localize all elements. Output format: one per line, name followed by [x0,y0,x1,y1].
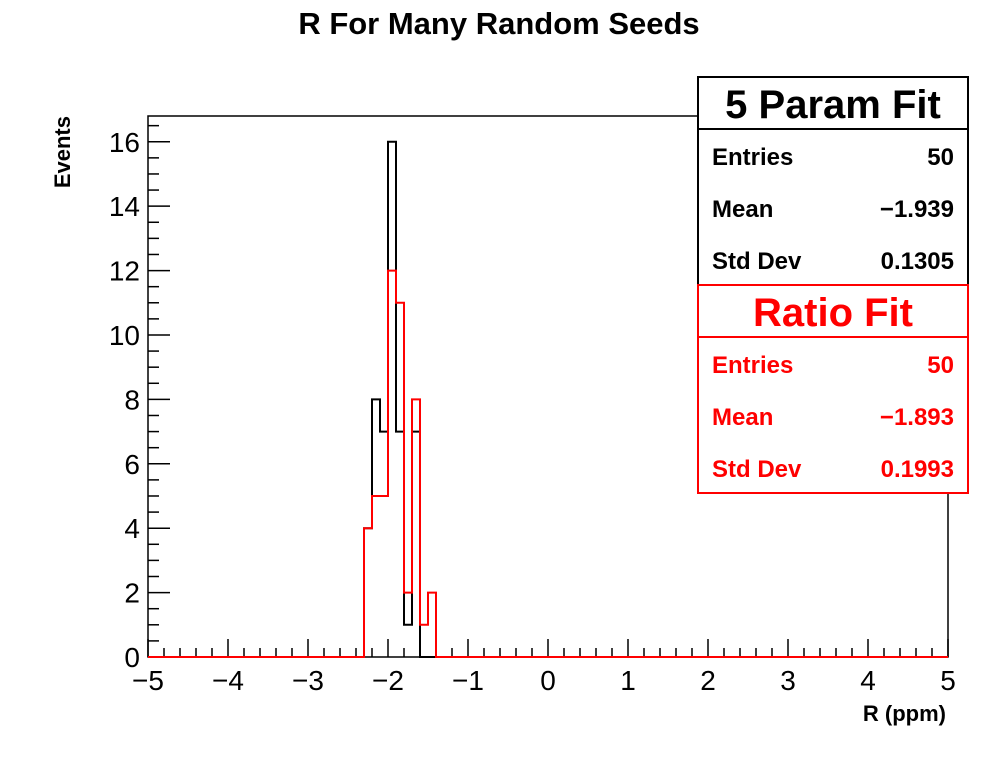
y-axis: 0 2 4 6 8 10 12 14 16 [109,124,170,673]
y-tick-label: 10 [109,320,140,351]
stats-box-five-param-fit: 5 Param Fit Entries 50 Mean −1.939 Std Dev 0.1… [697,76,969,286]
stats-value: −1.893 [880,404,954,431]
histogram-bin [404,593,412,657]
x-tick-label: 1 [620,665,636,696]
x-tick-label: −5 [132,665,164,696]
stats-title: Ratio Fit [753,291,913,335]
stats-value: 50 [927,352,954,379]
x-tick-label: −2 [372,665,404,696]
stats-label: Mean [712,404,773,431]
x-tick-label: 2 [700,665,716,696]
stats-label: Std Dev [712,456,802,483]
y-tick-label: 14 [109,191,140,222]
histogram-bin [428,593,436,657]
histogram-series [148,140,948,658]
stats-label: Entries [712,144,793,171]
stats-value: 50 [927,144,954,171]
x-axis: −5 −4 −3 −2 −1 0 1 2 3 4 5 [132,639,956,696]
x-tick-label: 4 [860,665,876,696]
stats-value: 0.1305 [881,248,954,275]
histogram-bin [412,399,420,657]
stats-label: Entries [712,352,793,379]
histogram-bin [396,303,404,657]
y-tick-label: 2 [124,578,140,609]
stats-value: −1.939 [880,196,954,223]
y-axis-label: Events [50,116,75,188]
x-tick-label: 3 [780,665,796,696]
histogram-bin [420,625,428,657]
x-tick-label: 0 [540,665,556,696]
stats-label: Mean [712,196,773,223]
y-tick-label: 4 [124,513,140,544]
chart-title: R For Many Random Seeds [298,6,699,41]
series-line-ratio-fit [148,269,948,658]
y-tick-label: 8 [124,384,140,415]
x-axis-label: R (ppm) [863,701,946,726]
x-tick-label: −4 [212,665,244,696]
histogram-bin [364,528,372,657]
y-tick-label: 16 [109,127,140,158]
histogram-bin [388,271,396,657]
histogram-bin [372,496,388,657]
y-tick-label: 6 [124,449,140,480]
x-tick-label: −3 [292,665,324,696]
stats-title: 5 Param Fit [725,83,941,127]
y-tick-label: 0 [124,642,140,673]
x-tick-label: 5 [940,665,956,696]
stats-box-ratio-fit: Ratio Fit Entries 50 Mean −1.893 Std Dev 0.199… [697,284,969,494]
stats-label: Std Dev [712,248,802,275]
stats-boxes: 5 Param Fit Entries 50 Mean −1.939 Std Dev 0.1… [697,76,969,494]
y-tick-label: 12 [109,256,140,287]
stats-value: 0.1993 [881,456,954,483]
x-tick-label: −1 [452,665,484,696]
